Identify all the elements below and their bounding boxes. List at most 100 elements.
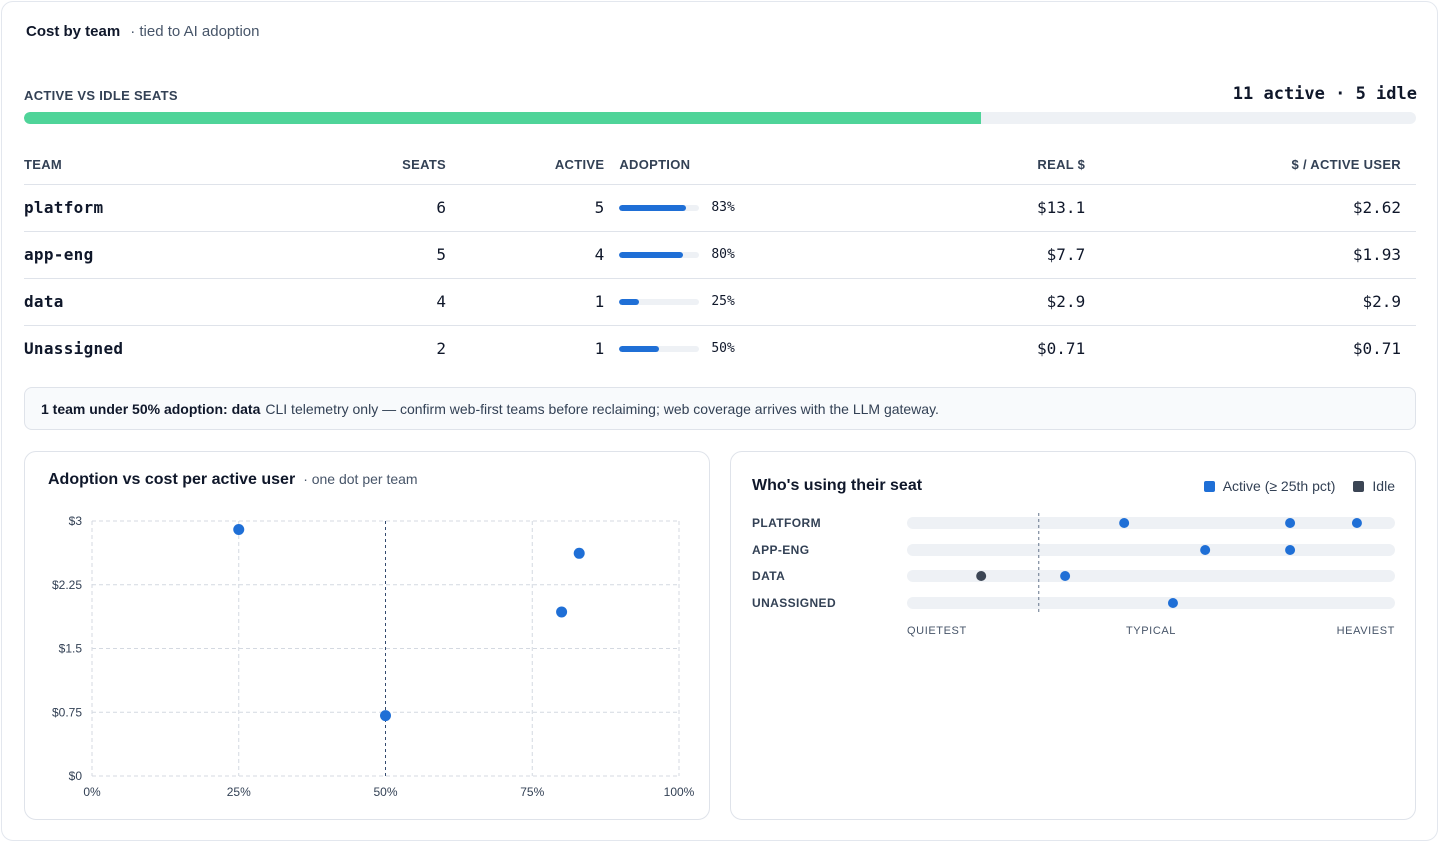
note-highlight: 1 team under 50% adoption: data (41, 400, 261, 417)
seat-usage-legend: Active (≥ 25th pct) Idle (1203, 478, 1395, 494)
col-header-adoption[interactable]: ADOPTION (604, 146, 848, 185)
adoption-bar (619, 298, 700, 305)
adoption-wrap: 25% (619, 294, 847, 309)
cell-team: app-eng (24, 231, 369, 279)
table-row[interactable]: platform 6 5 83% $13.1 $2.62 (24, 184, 1416, 232)
note-text: CLI telemetry only — confirm web-first t… (265, 400, 939, 417)
seat-usage-title: Who's using their seat (752, 477, 923, 494)
user-dot-active (1200, 545, 1211, 555)
seats-label: ACTIVE VS IDLE SEATS (24, 88, 178, 103)
scatter-point-unassigned (380, 710, 391, 722)
legend-label-active: Active (≥ 25th pct) (1222, 478, 1336, 494)
cell-seats: 2 (436, 339, 447, 359)
strip-row-label: DATA (752, 569, 785, 583)
x-tick-label: 100% (664, 785, 695, 799)
seats-progress-fill (24, 112, 981, 124)
cell-cost-per-active: $2.9 (1085, 278, 1416, 326)
adoption-wrap: 80% (619, 247, 847, 262)
strip-row-label: APP-ENG (752, 543, 809, 557)
adoption-bar (619, 345, 700, 352)
adoption-bar-fill (619, 345, 660, 352)
strip-track (907, 570, 1395, 582)
cell-adoption: 83% (604, 184, 848, 232)
user-dot-active (1351, 518, 1362, 528)
col-header-active[interactable]: ACTIVE (446, 146, 605, 185)
axis-label-heaviest: HEAVIEST (1337, 625, 1395, 637)
card-title: Cost by team (26, 23, 121, 40)
strip-row-label: UNASSIGNED (752, 596, 836, 610)
adoption-bar (619, 204, 700, 211)
cell-seats: 6 (368, 184, 447, 232)
strip-track (907, 544, 1395, 556)
cell-adoption: 50% (604, 325, 847, 372)
user-dot-idle (976, 571, 987, 581)
user-dot-active (1119, 518, 1130, 528)
cell-real-cost: $0.71 (1037, 339, 1086, 359)
scatter-panel: Adoption vs cost per active user · one d… (24, 451, 710, 820)
y-tick-label: $0 (69, 769, 83, 783)
table-row[interactable]: data 4 1 25% $2.9 $2.9 (24, 278, 1416, 326)
card-subtitle: · tied to AI adoption (130, 23, 260, 40)
adoption-bar-fill (619, 204, 686, 211)
table-row[interactable]: app-eng 5 4 80% $7.7 $1.93 (24, 231, 1416, 279)
table-header-row: TEAM SEATS ACTIVE ADOPTION REAL $ $ / AC… (24, 146, 1416, 185)
cell-active: 1 (446, 278, 605, 326)
adoption-wrap: 50% (619, 341, 847, 356)
legend-swatch-active (1203, 480, 1215, 492)
seat-usage-panel: Who's using their seat Active (≥ 25th pc… (730, 451, 1416, 820)
scatter-point-app-eng (556, 606, 568, 618)
x-tick-label: 50% (373, 785, 397, 799)
adoption-cost-scatter-chart: $0 $0.75 $1.5 $2.25 $3 0% 25% 50% 75% 100% (52, 514, 695, 799)
strip-track (907, 597, 1395, 609)
cell-active: 5 (446, 184, 605, 232)
seats-progress-bar (24, 112, 1416, 124)
cell-team: data (24, 278, 369, 326)
y-tick-label: $3 (69, 514, 83, 528)
scatter-subtitle: · one dot per team (303, 471, 418, 487)
x-tick-label: 25% (227, 785, 251, 799)
x-tick-label: 0% (83, 785, 101, 799)
legend-label-idle: Idle (1372, 478, 1395, 494)
x-tick-label: 75% (520, 785, 544, 799)
strip-track (907, 517, 1395, 529)
user-dot-active (1167, 598, 1178, 608)
cell-active: 4 (446, 231, 605, 279)
cell-cost-per-active: $2.62 (1085, 184, 1416, 232)
adoption-bar-fill (619, 298, 640, 305)
scatter-title: Adoption vs cost per active user (48, 471, 296, 488)
col-header-team[interactable]: TEAM (24, 146, 369, 185)
cell-team: Unassigned (24, 339, 124, 359)
cell-real-cost: $2.9 (847, 278, 1086, 326)
axis-label-typical: TYPICAL (1126, 625, 1176, 637)
cell-seats: 5 (368, 231, 447, 279)
user-dot-active (1285, 518, 1296, 528)
adoption-percent: 25% (711, 294, 735, 309)
legend-item-active: Active (≥ 25th pct) (1203, 478, 1336, 494)
scatter-point-data (233, 524, 245, 535)
cell-real-cost: $7.7 (847, 231, 1086, 279)
cell-adoption: 80% (604, 231, 848, 279)
strip-row-label: PLATFORM (752, 516, 821, 530)
adoption-percent: 83% (711, 200, 735, 215)
cell-cost-per-active: $0.71 (1352, 339, 1401, 359)
legend-swatch-idle (1353, 480, 1365, 492)
user-dot-active (1285, 545, 1296, 555)
y-tick-label: $1.5 (59, 642, 83, 656)
adoption-percent: 50% (711, 341, 735, 357)
axis-label-quietest: QUIETEST (907, 625, 967, 637)
user-dot-active (1060, 571, 1071, 581)
col-header-real[interactable]: REAL $ (847, 146, 1086, 185)
y-tick-label: $2.25 (52, 578, 82, 592)
seats-summary: 11 active · 5 idle (1232, 84, 1417, 104)
table-row[interactable]: Unassigned 2 1 50% $0.71 $0.71 (24, 325, 1416, 372)
col-header-per-active[interactable]: $ / ACTIVE USER (1085, 146, 1416, 185)
legend-item-idle: Idle (1353, 478, 1395, 494)
adoption-percent: 80% (711, 247, 735, 262)
y-tick-label: $0.75 (52, 705, 82, 719)
team-table: TEAM SEATS ACTIVE ADOPTION REAL $ $ / AC… (24, 146, 1416, 372)
adoption-bar (619, 251, 700, 258)
adoption-wrap: 83% (619, 200, 847, 215)
cell-real-cost: $13.1 (847, 184, 1086, 232)
col-header-seats[interactable]: SEATS (368, 146, 447, 185)
cell-adoption: 25% (604, 278, 848, 326)
